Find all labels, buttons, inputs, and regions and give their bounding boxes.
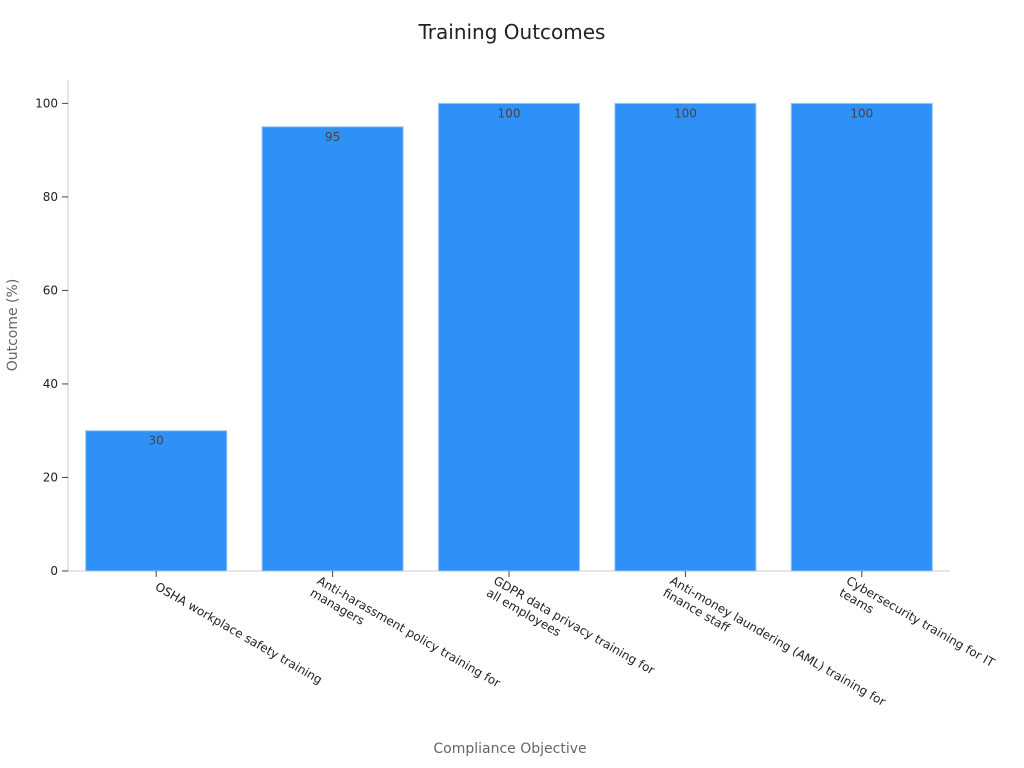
y-tick-label: 0 [50, 564, 58, 578]
bar [85, 430, 228, 572]
bar [614, 102, 757, 572]
y-tick-label: 40 [43, 377, 58, 391]
bar-value-label: 100 [674, 106, 697, 120]
y-tick-label: 60 [43, 283, 58, 297]
y-tick-label: 80 [43, 190, 58, 204]
bar-value-label: 100 [498, 106, 521, 120]
bar-value-label: 95 [325, 130, 340, 144]
bar-value-label: 100 [850, 106, 873, 120]
bar [437, 102, 581, 572]
bar [261, 126, 404, 572]
bar-value-label: 30 [149, 434, 164, 448]
x-tick-label: OSHA workplace safety training [153, 579, 325, 686]
bar [790, 102, 933, 572]
y-tick-label: 20 [43, 470, 58, 484]
x-tick-label: Cybersecurity training for ITteams [837, 573, 998, 682]
x-tick-label: GDPR data privacy training forall employ… [484, 573, 657, 689]
x-axis-label: Compliance Objective [433, 741, 587, 757]
y-tick-label: 100 [35, 96, 58, 110]
chart-title: Training Outcomes [418, 20, 606, 44]
x-tick-label: Anti-harassment policy training formanag… [308, 573, 503, 702]
